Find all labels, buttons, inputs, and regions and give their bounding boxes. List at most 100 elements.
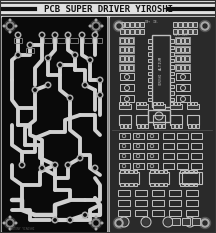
- Circle shape: [115, 22, 123, 30]
- Bar: [136, 104, 148, 109]
- Bar: [119, 102, 122, 105]
- Circle shape: [41, 167, 43, 169]
- Circle shape: [165, 219, 171, 225]
- Circle shape: [65, 32, 71, 38]
- Bar: [170, 65, 174, 69]
- Bar: [178, 22, 181, 27]
- Bar: [129, 47, 132, 52]
- Bar: [181, 47, 184, 52]
- Bar: [135, 190, 147, 196]
- Bar: [191, 133, 202, 139]
- Bar: [128, 124, 131, 128]
- Circle shape: [52, 32, 58, 38]
- Circle shape: [67, 95, 73, 101]
- Circle shape: [67, 217, 73, 223]
- Bar: [196, 124, 199, 128]
- Circle shape: [9, 19, 11, 21]
- Bar: [133, 153, 144, 159]
- Circle shape: [9, 31, 11, 33]
- Circle shape: [5, 217, 16, 229]
- Bar: [97, 38, 102, 43]
- Circle shape: [92, 22, 100, 30]
- Circle shape: [5, 21, 16, 31]
- Circle shape: [72, 52, 78, 58]
- Bar: [176, 38, 179, 43]
- Bar: [170, 115, 182, 125]
- Bar: [118, 200, 130, 206]
- Bar: [120, 56, 124, 61]
- Bar: [182, 172, 202, 184]
- Bar: [170, 85, 174, 88]
- Bar: [135, 22, 138, 27]
- Bar: [154, 170, 158, 173]
- Bar: [191, 143, 202, 149]
- Circle shape: [45, 55, 51, 61]
- Bar: [176, 65, 179, 70]
- Circle shape: [89, 59, 91, 61]
- Bar: [180, 170, 184, 173]
- Bar: [173, 102, 176, 105]
- Bar: [191, 153, 202, 159]
- Bar: [125, 22, 129, 27]
- Bar: [129, 170, 132, 173]
- Bar: [177, 143, 188, 149]
- Circle shape: [47, 84, 49, 86]
- Circle shape: [47, 57, 49, 59]
- Circle shape: [99, 79, 101, 81]
- Bar: [187, 104, 199, 109]
- Circle shape: [99, 94, 101, 96]
- Bar: [191, 163, 202, 169]
- Circle shape: [9, 216, 11, 218]
- Text: IN+  IN-: IN+ IN-: [145, 20, 158, 24]
- Bar: [152, 200, 164, 206]
- Circle shape: [84, 84, 86, 86]
- Circle shape: [15, 32, 21, 38]
- Bar: [181, 56, 184, 61]
- Bar: [120, 84, 134, 91]
- Circle shape: [113, 21, 124, 31]
- Bar: [194, 183, 197, 186]
- Circle shape: [94, 167, 96, 169]
- Circle shape: [77, 155, 83, 161]
- Bar: [118, 190, 130, 196]
- Bar: [185, 38, 189, 43]
- Circle shape: [91, 217, 102, 229]
- Circle shape: [101, 222, 103, 224]
- Circle shape: [94, 34, 96, 36]
- Bar: [187, 102, 190, 105]
- Circle shape: [15, 52, 21, 58]
- Circle shape: [39, 32, 45, 38]
- Bar: [170, 102, 173, 105]
- Bar: [120, 95, 134, 102]
- Circle shape: [6, 219, 14, 227]
- Bar: [118, 210, 130, 216]
- Bar: [159, 170, 162, 173]
- Bar: [119, 163, 130, 169]
- Bar: [154, 124, 157, 128]
- Bar: [148, 91, 152, 95]
- Bar: [129, 183, 132, 186]
- Circle shape: [94, 24, 98, 28]
- Circle shape: [84, 214, 86, 216]
- Circle shape: [94, 221, 98, 225]
- Circle shape: [155, 112, 163, 120]
- Bar: [176, 56, 179, 61]
- Circle shape: [117, 221, 121, 225]
- Circle shape: [203, 24, 207, 28]
- Circle shape: [34, 89, 36, 91]
- Circle shape: [79, 157, 81, 159]
- Bar: [179, 172, 199, 184]
- Circle shape: [19, 162, 25, 168]
- Bar: [175, 46, 190, 53]
- Circle shape: [65, 162, 71, 168]
- Bar: [130, 29, 133, 34]
- Bar: [181, 65, 184, 70]
- Text: OUT+ OUT-: OUT+ OUT-: [174, 33, 189, 37]
- Circle shape: [69, 97, 71, 99]
- Circle shape: [200, 217, 211, 229]
- Bar: [124, 65, 128, 70]
- Circle shape: [15, 222, 17, 224]
- Bar: [191, 102, 194, 105]
- Circle shape: [92, 32, 98, 38]
- Bar: [149, 172, 169, 184]
